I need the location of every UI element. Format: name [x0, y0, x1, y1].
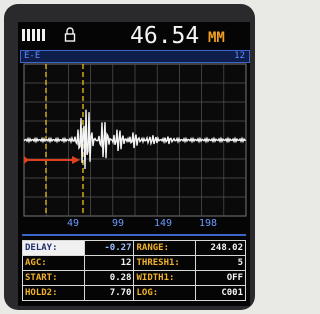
- status-bar: E-E 12: [20, 50, 250, 63]
- param-label: THRESH1:: [134, 256, 196, 271]
- param-value: 12: [84, 256, 134, 271]
- param-value: C001: [196, 286, 246, 301]
- param-label: LOG:: [134, 286, 196, 301]
- lock-icon: [66, 28, 75, 41]
- unit: MM: [208, 30, 225, 46]
- param-value: 0.28: [84, 271, 134, 286]
- param-value: 5: [196, 256, 246, 271]
- axis-bar: 49 99 149 198: [22, 218, 246, 236]
- param-label: DELAY:: [23, 241, 85, 256]
- axis-label: 198: [199, 218, 217, 229]
- param-value: -0.27: [84, 241, 134, 256]
- gain: 12: [234, 51, 245, 61]
- waveform-plot: [24, 64, 246, 216]
- mode: E-E: [24, 51, 40, 61]
- axis-label: 149: [154, 218, 172, 229]
- battery-icon: [22, 29, 45, 41]
- param-label: AGC:: [23, 256, 85, 271]
- param-label: HOLD2:: [23, 286, 85, 301]
- param-label: START:: [23, 271, 85, 286]
- param-label: WIDTH1:: [134, 271, 196, 286]
- axis-label: 99: [112, 218, 124, 229]
- param-value: 248.02: [196, 241, 246, 256]
- param-value: 7.70: [84, 286, 134, 301]
- thickness-reading: 46.54: [130, 23, 199, 49]
- param-label: RANGE:: [134, 241, 196, 256]
- axis-label: 49: [67, 218, 79, 229]
- param-value: OFF: [196, 271, 246, 286]
